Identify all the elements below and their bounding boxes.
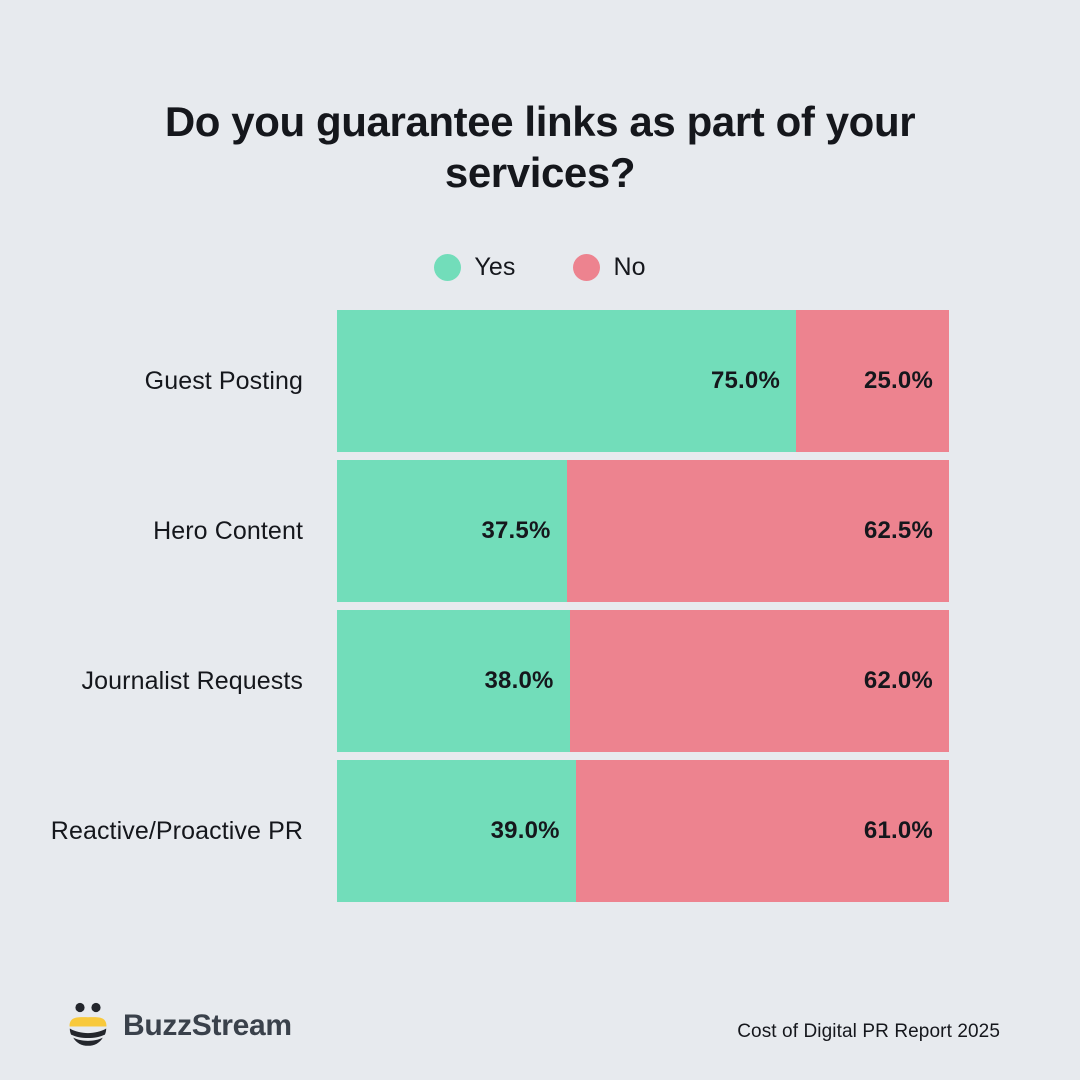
chart-title: Do you guarantee links as part of your s…: [164, 98, 916, 197]
bar-segment-yes[interactable]: 37.5%: [337, 460, 567, 602]
bar-segment-no[interactable]: 61.0%: [575, 760, 949, 902]
bar-value-label: 62.5%: [863, 517, 933, 544]
bar-value-label: 38.0%: [484, 667, 554, 694]
chart-row: Hero Content 37.5% 62.5%: [0, 460, 1080, 602]
report-attribution: Cost of Digital PR Report 2025: [737, 1021, 1000, 1042]
chart-plot-area: Guest Posting 75.0% 25.0% Hero Content 37.5%…: [0, 310, 1080, 902]
legend-swatch-icon: [573, 254, 601, 281]
category-label: Journalist Requests: [81, 666, 303, 695]
category-label: Reactive/Proactive PR: [50, 816, 303, 845]
bar-segment-yes[interactable]: 38.0%: [337, 610, 570, 752]
stacked-bar: 38.0% 62.0%: [337, 610, 949, 752]
chart-row: Journalist Requests 38.0% 62.0%: [0, 610, 1080, 752]
footer-brand: BuzzStream: [66, 1000, 292, 1051]
buzzstream-bee-logo-icon: [66, 1000, 110, 1051]
category-label: Guest Posting: [144, 366, 303, 395]
bar-segment-no[interactable]: 25.0%: [796, 310, 949, 452]
stacked-bar: 37.5% 62.5%: [337, 460, 949, 602]
bar-value-label: 75.0%: [710, 367, 780, 394]
category-label: Hero Content: [153, 516, 303, 545]
chart-row: Guest Posting 75.0% 25.0%: [0, 310, 1080, 452]
bar-segment-yes[interactable]: 75.0%: [337, 310, 796, 452]
brand-wordmark: BuzzStream: [123, 1008, 292, 1042]
bar-value-label: 25.0%: [863, 367, 933, 394]
bar-value-label: 37.5%: [481, 517, 551, 544]
stacked-bar: 39.0% 61.0%: [337, 760, 949, 902]
chart-legend: Yes No: [0, 253, 1080, 282]
bar-segment-no[interactable]: 62.5%: [566, 460, 949, 602]
legend-item-no[interactable]: No: [573, 253, 646, 282]
bar-value-label: 62.0%: [863, 667, 933, 694]
legend-item-yes[interactable]: Yes: [434, 253, 515, 282]
legend-label: Yes: [474, 253, 516, 281]
bar-value-label: 39.0%: [490, 817, 560, 844]
bar-value-label: 61.0%: [863, 817, 933, 844]
stacked-bar: 75.0% 25.0%: [337, 310, 949, 452]
chart-row: Reactive/Proactive PR 39.0% 61.0%: [0, 760, 1080, 902]
bar-segment-yes[interactable]: 39.0%: [337, 760, 576, 902]
legend-label: No: [613, 253, 646, 281]
bar-segment-no[interactable]: 62.0%: [569, 610, 949, 752]
legend-swatch-icon: [434, 254, 462, 281]
